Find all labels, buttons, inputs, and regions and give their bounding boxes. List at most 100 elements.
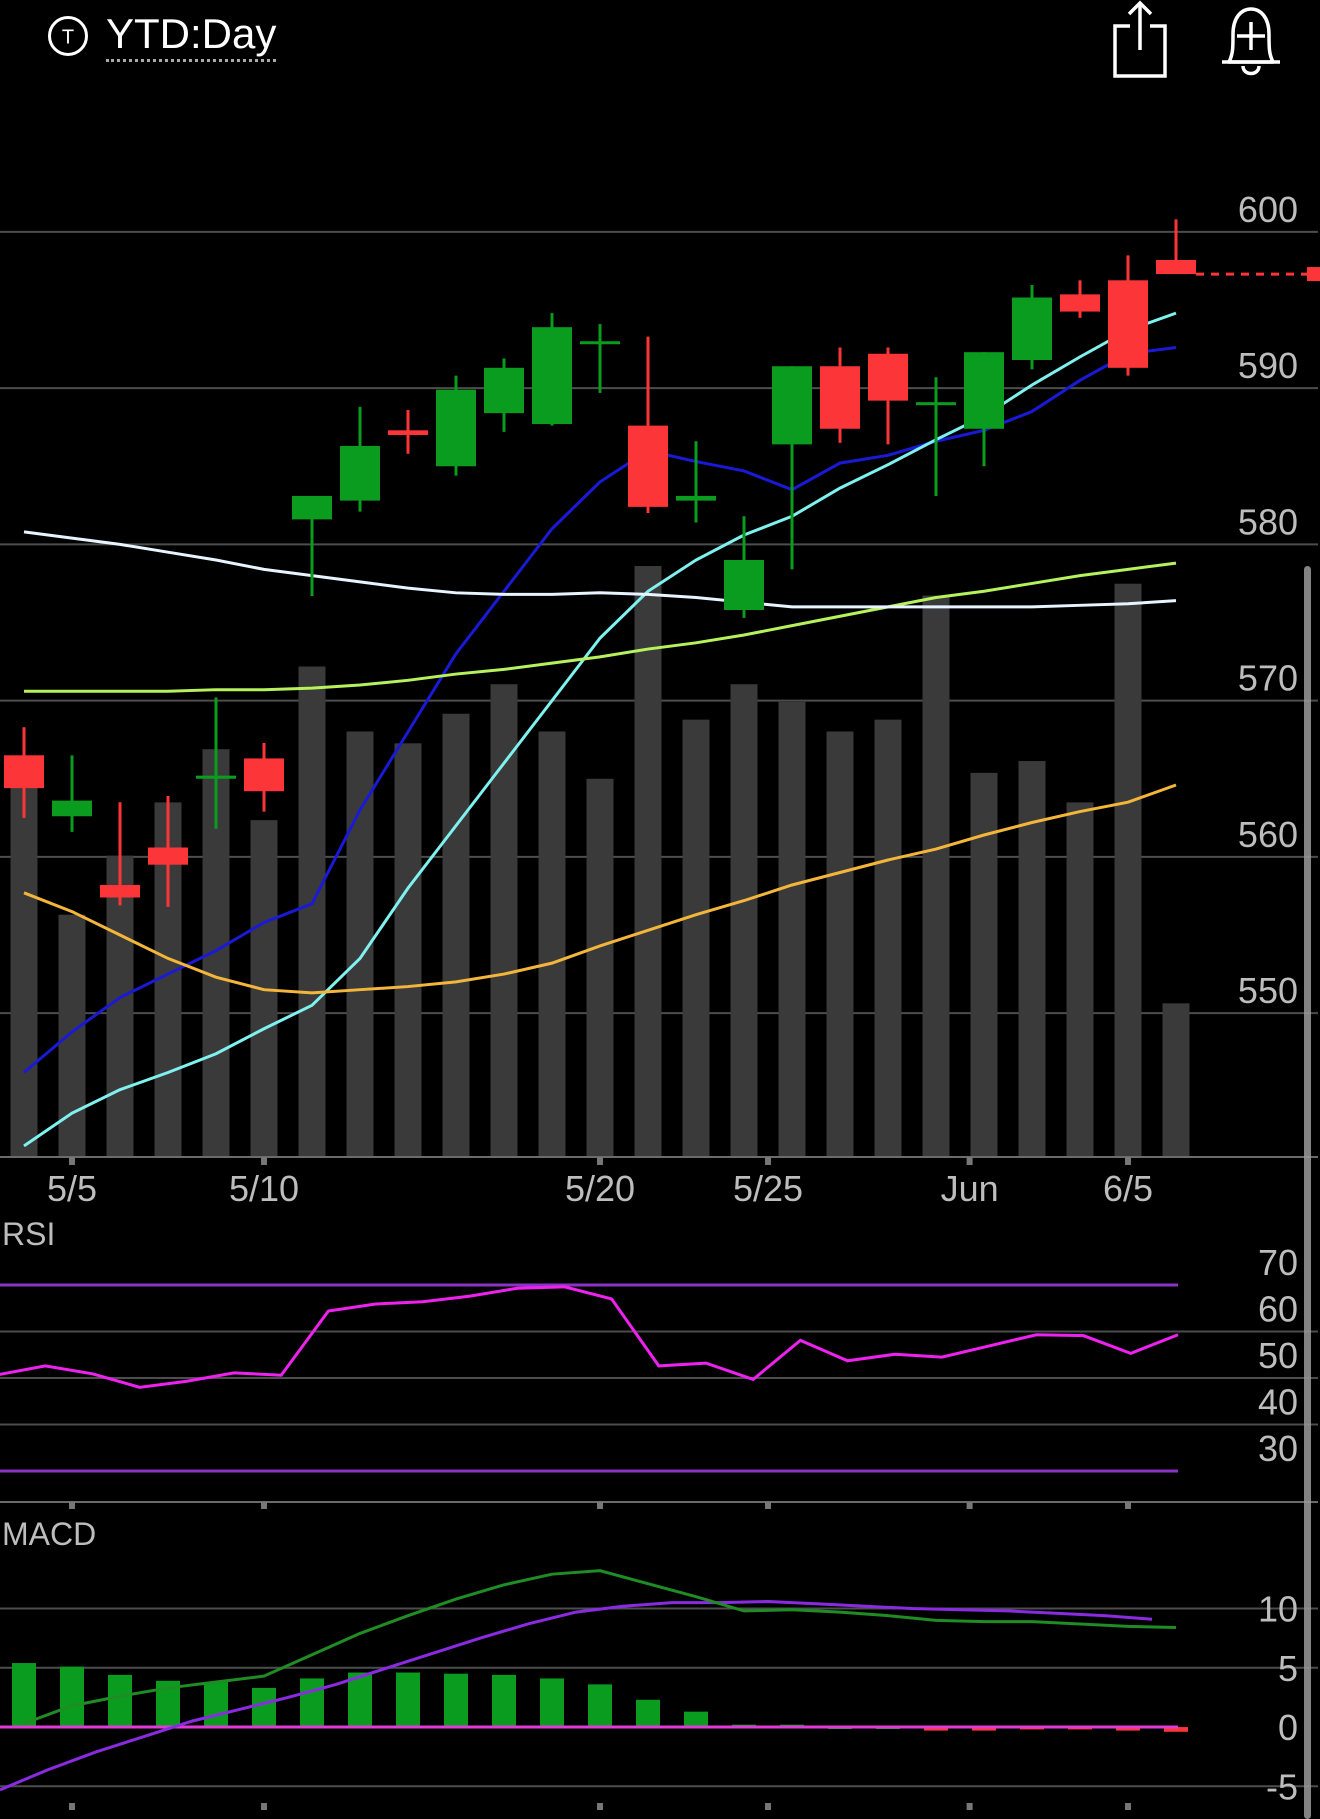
macd-histogram-bar <box>1164 1727 1188 1732</box>
x-axis-label: 5/10 <box>229 1168 299 1209</box>
macd-histogram-bar <box>252 1687 276 1728</box>
volume-bar <box>442 713 470 1157</box>
volume-bar <box>970 772 998 1157</box>
candle-body <box>772 366 812 445</box>
x-axis-tick <box>69 1157 75 1165</box>
x-axis-tick <box>597 1157 603 1165</box>
bell-plus-icon[interactable] <box>1214 0 1288 80</box>
volume-bar <box>922 595 950 1157</box>
candle-body <box>820 366 860 429</box>
vertical-scrollbar[interactable] <box>1304 566 1311 1819</box>
volume-bar <box>730 684 758 1157</box>
candle-body <box>676 495 716 501</box>
clock-t-icon[interactable]: T <box>47 15 89 57</box>
macd-histogram-bar <box>540 1678 564 1728</box>
candle-body <box>1108 280 1148 368</box>
candle-body <box>244 758 284 792</box>
candle-body <box>148 847 188 865</box>
rsi-axis-label: 30 <box>1258 1428 1298 1469</box>
macd-signal-line <box>0 1599 1153 1792</box>
moving-average-line <box>24 561 1177 693</box>
macd-axis-label: 0 <box>1278 1707 1298 1748</box>
macd-x-tick <box>261 1803 267 1810</box>
rsi-x-tick <box>69 1502 75 1509</box>
rsi-title: RSI <box>2 1216 55 1252</box>
price-axis-label: 550 <box>1238 970 1298 1011</box>
candle-body <box>4 755 44 789</box>
macd-histogram-bar <box>684 1711 708 1728</box>
candle-body <box>724 560 764 610</box>
volume-bar <box>394 743 422 1157</box>
candle-body <box>196 775 236 779</box>
share-icon[interactable] <box>1108 0 1172 80</box>
moving-average-line <box>23 530 1177 609</box>
price-axis-label: 600 <box>1238 189 1298 230</box>
macd-x-tick <box>765 1803 771 1810</box>
macd-line <box>23 1569 1177 1725</box>
macd-axis-label: 5 <box>1278 1648 1298 1689</box>
candle-body <box>52 800 92 817</box>
candle-body <box>1012 297 1052 360</box>
x-axis-tick <box>966 1157 973 1165</box>
volume-bar <box>778 701 806 1157</box>
candle-body <box>628 425 668 507</box>
x-axis-tick <box>1125 1157 1131 1165</box>
macd-histogram-bar <box>636 1699 660 1728</box>
macd-histogram-bar <box>204 1682 228 1728</box>
x-axis-label: 5/25 <box>733 1168 803 1209</box>
macd-histogram-bar <box>348 1672 372 1728</box>
chart-header: T YTD:Day <box>0 0 1320 90</box>
macd-axis-label: 10 <box>1258 1589 1298 1630</box>
candle-body <box>292 495 332 520</box>
macd-title: MACD <box>2 1516 96 1552</box>
price-axis-label: 560 <box>1238 814 1298 855</box>
rsi-axis-label: 70 <box>1258 1242 1298 1283</box>
volume-bar <box>10 784 38 1157</box>
volume-bar <box>1114 583 1142 1157</box>
x-axis-label: Jun <box>941 1168 999 1209</box>
candle-body <box>1060 294 1100 312</box>
candle-body <box>436 389 476 467</box>
candle-body <box>868 353 908 401</box>
macd-x-tick <box>69 1803 75 1810</box>
last-price-marker <box>1307 267 1320 282</box>
rsi-x-tick <box>765 1502 771 1509</box>
macd-x-tick <box>597 1803 603 1810</box>
price-axis-label: 570 <box>1238 658 1298 699</box>
x-axis-label: 5/5 <box>47 1168 97 1209</box>
macd-histogram-bar <box>1116 1727 1140 1731</box>
rsi-x-tick <box>597 1502 603 1509</box>
moving-average-line <box>23 783 1177 995</box>
volume-bar <box>58 914 86 1157</box>
macd-histogram-bar <box>300 1678 324 1728</box>
macd-histogram-bar <box>444 1673 468 1728</box>
timeframe-icon-letter: T <box>62 27 74 49</box>
x-axis-tick <box>261 1157 267 1165</box>
rsi-x-tick <box>261 1502 267 1509</box>
rsi-x-tick <box>1125 1502 1131 1509</box>
macd-x-tick <box>966 1803 973 1810</box>
candle-body <box>388 430 428 435</box>
volume-bar <box>1018 761 1046 1157</box>
macd-histogram-bar <box>60 1666 84 1728</box>
macd-histogram-bar <box>12 1663 36 1728</box>
macd-histogram-bar <box>108 1674 132 1728</box>
rsi-x-tick <box>966 1502 973 1509</box>
rsi-axis-label: 40 <box>1258 1382 1298 1423</box>
timeframe-selector[interactable]: YTD:Day <box>106 9 277 62</box>
x-axis-label: 6/5 <box>1103 1168 1153 1209</box>
volume-bar <box>1066 802 1094 1157</box>
candle-body <box>484 367 524 414</box>
volume-bar <box>634 566 662 1157</box>
macd-histogram-bar <box>396 1672 420 1728</box>
candle-body <box>100 885 140 898</box>
volume-bar <box>490 684 518 1157</box>
x-axis-tick <box>765 1157 771 1165</box>
macd-x-tick <box>1125 1803 1131 1810</box>
rsi-axis-label: 60 <box>1258 1288 1298 1329</box>
candle-body <box>1156 260 1196 275</box>
rsi-axis-label: 50 <box>1258 1335 1298 1376</box>
volume-bar <box>586 778 614 1157</box>
rsi-line <box>0 1285 1179 1389</box>
